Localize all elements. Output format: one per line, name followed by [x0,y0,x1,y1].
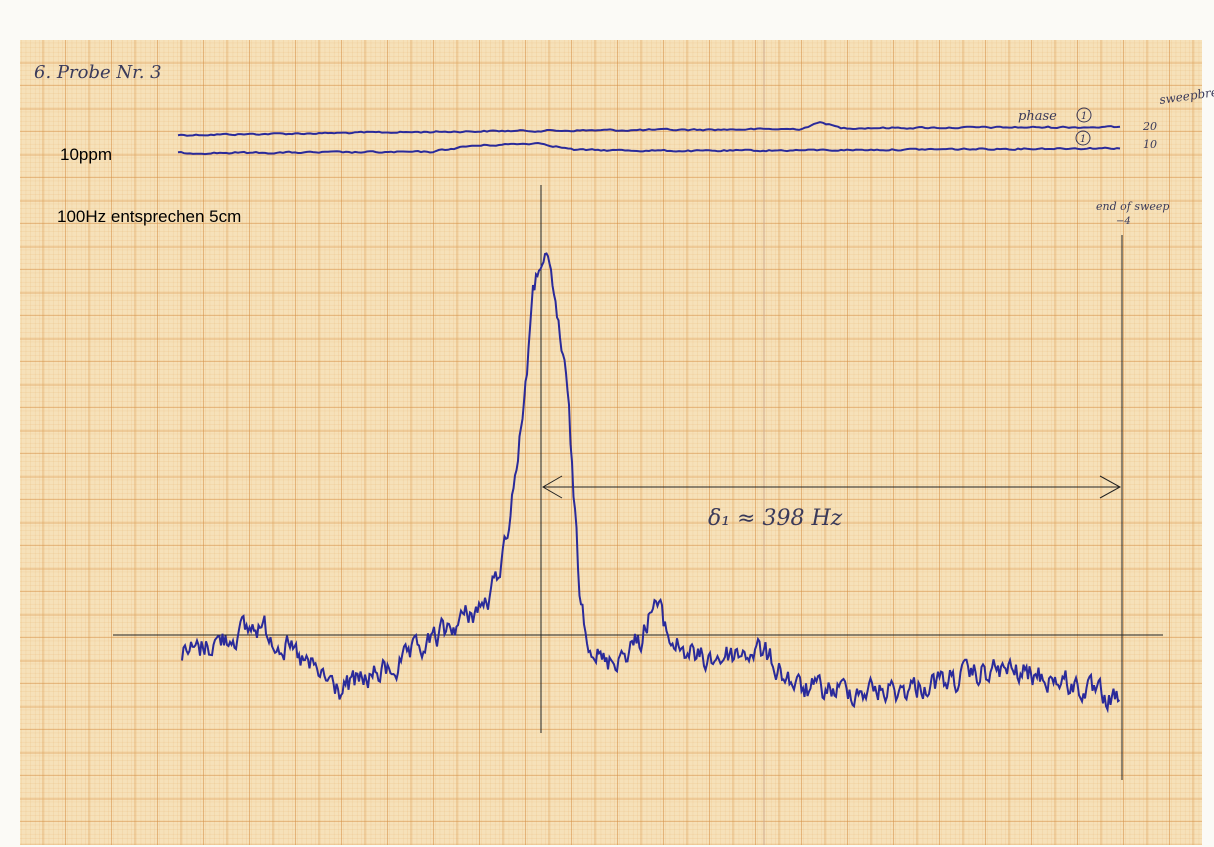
conversion-label: 100Hz entsprechen 5cm [57,207,241,226]
circle [1076,107,1092,123]
title: 6. Probe Nr. 3 [34,62,162,83]
recorder-trace [177,141,1121,156]
distance-arrow [542,475,1122,499]
sweep-value: 20 [1142,120,1157,133]
sweep-value: 10 [1143,138,1157,151]
traces [177,121,1121,714]
recorder-trace [177,121,1121,137]
recorder-trace [181,252,1121,714]
shift-label: δ₁ ≈ 398 Hz [708,506,843,531]
phase-mark: 1 [1081,111,1087,122]
scale-label: 10ppm [60,145,112,164]
end-of-sweep-label: end of sweep [1096,200,1169,213]
phase-mark: 1 [1080,134,1086,145]
grid [20,40,1202,845]
circle [1075,130,1091,146]
phase-label: phase [1018,109,1057,124]
end-mark: −4 [1116,216,1131,227]
